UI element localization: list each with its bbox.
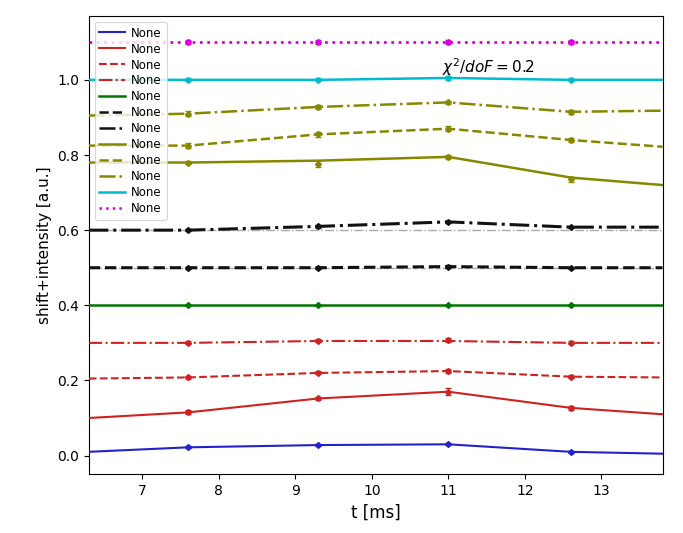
X-axis label: t [ms]: t [ms] <box>351 504 400 522</box>
Y-axis label: shift+intensity [a.u.]: shift+intensity [a.u.] <box>36 166 51 324</box>
Legend: None, None, None, None, None, None, None, None, None, None, None, None: None, None, None, None, None, None, None… <box>95 22 167 220</box>
Text: $\chi^2/doF = 0.2$: $\chi^2/doF = 0.2$ <box>442 56 535 78</box>
